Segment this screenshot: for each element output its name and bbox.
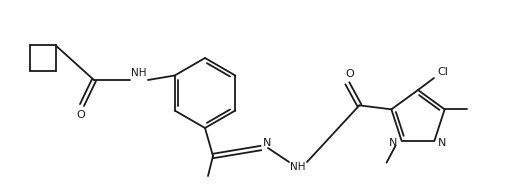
Text: NH: NH [131, 68, 146, 78]
Text: N: N [262, 138, 271, 148]
Text: N: N [388, 138, 397, 148]
Text: N: N [437, 138, 446, 148]
Text: O: O [344, 69, 353, 79]
Text: Cl: Cl [437, 67, 447, 77]
Text: O: O [76, 110, 85, 120]
Text: NH: NH [290, 162, 305, 172]
